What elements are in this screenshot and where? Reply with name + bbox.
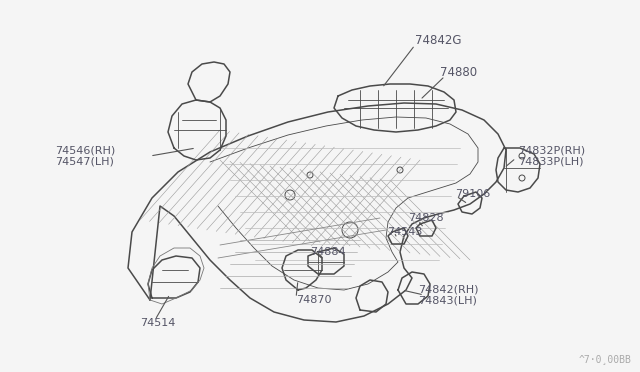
Text: 74880: 74880 <box>440 65 477 78</box>
Text: 74543: 74543 <box>387 227 422 237</box>
Text: ^7·0¸00BB: ^7·0¸00BB <box>579 354 632 364</box>
Text: 74842G: 74842G <box>415 33 461 46</box>
Text: 79106: 79106 <box>455 189 490 199</box>
Text: 74546(RH)
74547(LH): 74546(RH) 74547(LH) <box>55 145 115 167</box>
Text: 74832P(RH)
74833P(LH): 74832P(RH) 74833P(LH) <box>518 145 585 167</box>
Text: 74828: 74828 <box>408 213 444 223</box>
Text: 74842(RH)
74843(LH): 74842(RH) 74843(LH) <box>418 284 479 306</box>
Text: 74870: 74870 <box>296 295 332 305</box>
Text: 74884: 74884 <box>310 247 346 257</box>
Text: 74514: 74514 <box>140 318 175 328</box>
